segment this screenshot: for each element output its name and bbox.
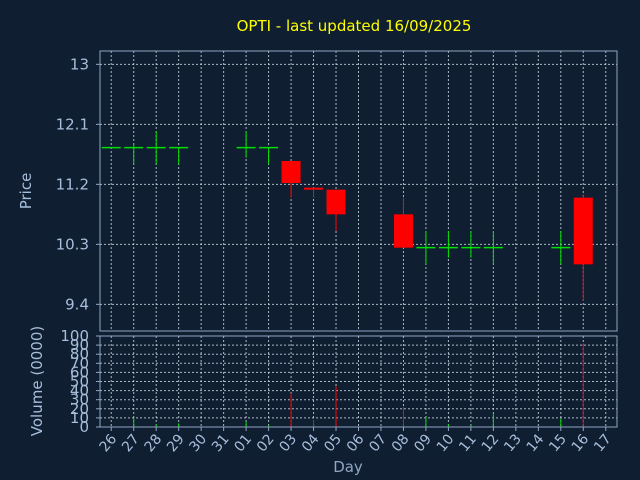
candle-body: [573, 197, 593, 265]
x-tick-label: 16: [569, 431, 593, 455]
price-tick-label: 13: [70, 55, 89, 73]
price-axis-label: Price: [17, 173, 35, 210]
price-y-ticks: 13 12.1 11.2 10.3 9.4: [56, 55, 100, 313]
candle-body: [304, 187, 324, 190]
volume-tick-label: 0: [79, 418, 89, 436]
volume-tick-label: 10: [70, 409, 89, 427]
volume-tick-label: 80: [70, 345, 89, 363]
x-tick-label: 30: [186, 431, 210, 455]
x-tick-label: 09: [411, 431, 435, 455]
x-tick-label: 01: [231, 431, 255, 455]
x-tick-label: 14: [524, 431, 548, 455]
x-tick-label: 31: [209, 431, 233, 455]
price-tick-label: 9.4: [65, 295, 89, 313]
x-tick-label: 26: [97, 431, 121, 455]
x-tick-label: 03: [276, 431, 300, 455]
candle: [259, 146, 279, 165]
volume-tick-label: 90: [70, 336, 89, 354]
x-tick-label: 04: [299, 431, 323, 455]
candle: [416, 231, 436, 265]
x-ticks: 2627282930310102030405060708091011121314…: [97, 427, 615, 455]
volume-tick-label: 60: [70, 363, 89, 381]
candle-body: [393, 214, 413, 248]
volume-tick-label: 70: [70, 354, 89, 372]
x-tick-label: 10: [434, 431, 458, 455]
candle: [281, 161, 301, 198]
candle: [146, 131, 166, 165]
candle: [236, 131, 256, 158]
candle: [573, 194, 593, 301]
x-tick-label: 17: [591, 431, 615, 455]
candle-body: [326, 189, 346, 215]
volume-panel-grid: [100, 335, 617, 428]
candle: [326, 189, 346, 231]
x-tick-label: 12: [479, 431, 503, 455]
x-tick-label: 11: [456, 431, 480, 455]
price-tick-label: 10.3: [56, 235, 89, 253]
x-tick-label: 02: [254, 431, 278, 455]
candle: [461, 231, 481, 258]
candle: [169, 146, 189, 165]
x-tick-label: 29: [164, 431, 188, 455]
x-tick-label: 06: [344, 431, 368, 455]
x-tick-label: 13: [501, 431, 525, 455]
x-tick-label: 28: [142, 431, 166, 455]
candles: [101, 131, 593, 301]
candle: [124, 143, 144, 165]
price-tick-label: 12.1: [56, 115, 89, 133]
x-tick-label: 07: [366, 431, 390, 455]
volume-tick-label: 50: [70, 373, 89, 391]
candle: [483, 231, 503, 265]
candle: [393, 197, 413, 248]
candle: [438, 231, 458, 258]
chart-title: OPTI - last updated 16/09/2025: [237, 17, 472, 35]
candle: [304, 187, 324, 198]
volume-tick-label: 30: [70, 391, 89, 409]
x-tick-label: 05: [321, 431, 345, 455]
candle: [551, 231, 571, 265]
volume-tick-label: 20: [70, 400, 89, 418]
volume-tick-label: 40: [70, 382, 89, 400]
volume-tick-label: 100: [60, 327, 89, 345]
price-tick-label: 11.2: [56, 175, 89, 193]
candle-body: [281, 161, 301, 183]
x-axis-label: Day: [333, 458, 363, 476]
x-tick-label: 27: [119, 431, 143, 455]
price-panel-grid: [100, 51, 617, 331]
volume-axis-label: Volume (0000): [28, 326, 46, 436]
x-tick-label: 15: [546, 431, 570, 455]
price-panel-frame: [99, 50, 618, 332]
x-tick-label: 08: [389, 431, 413, 455]
